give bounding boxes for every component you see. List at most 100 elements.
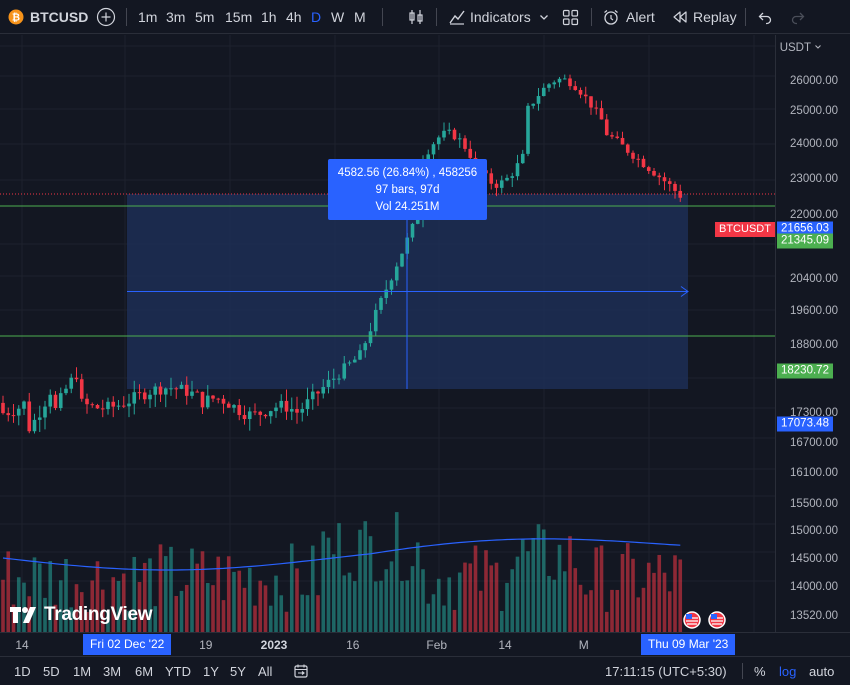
candle-body — [515, 163, 520, 177]
volume-bar — [478, 590, 483, 632]
candles-icon — [409, 10, 423, 24]
indicators-icon — [449, 10, 465, 25]
redo-button[interactable] — [790, 0, 806, 34]
interval-m[interactable]: M — [354, 9, 366, 25]
range-1y[interactable]: 1Y — [203, 663, 219, 679]
volume-bar — [505, 582, 509, 632]
us-flag-icon — [708, 611, 726, 629]
clock-timezone[interactable]: 17:11:15 (UTC+5:30) — [605, 663, 727, 679]
volume-bar — [106, 609, 110, 632]
candle-body — [631, 152, 635, 159]
interval-4h[interactable]: 4h — [286, 9, 302, 25]
volume-bar — [284, 611, 289, 632]
volume-bar — [484, 550, 488, 632]
price-tag: 21656.03 — [777, 221, 833, 237]
candle-body — [64, 388, 68, 394]
candle-body — [326, 379, 331, 388]
volume-bar — [352, 581, 357, 632]
volume-bar — [242, 587, 247, 632]
time-axis[interactable]: 14 19 2023 16 Feb 14 M Fri 02 Dec '22 Thu 09 M… — [0, 632, 850, 656]
range-1d[interactable]: 1D — [14, 663, 31, 679]
interval-1m[interactable]: 1m — [138, 9, 158, 25]
volume-bar — [646, 562, 651, 632]
interval-d[interactable]: D — [311, 9, 322, 25]
volume-bar — [363, 521, 368, 632]
replay-button[interactable]: Replay — [672, 0, 737, 34]
indicators-button[interactable]: Indicators — [448, 0, 531, 34]
candle-body — [58, 393, 63, 408]
bottom-toolbar: 1D 5D 1M 3M 6M YTD 1Y 5Y All 17:11:15 (UTC+5:30)… — [0, 656, 850, 684]
candle-body — [573, 86, 578, 90]
volume-bar — [174, 595, 179, 632]
event-flag-us-2[interactable] — [708, 611, 726, 634]
auto-toggle[interactable]: auto — [809, 663, 835, 679]
measure-volume: Vol 24.251M — [375, 201, 440, 213]
indicators-dropdown[interactable] — [538, 0, 550, 34]
range-5d[interactable]: 5D — [43, 663, 60, 679]
price-label: 19600.00 — [790, 305, 838, 317]
chart-pane[interactable]: 4582.56 (26.84%) , 458256 97 bars, 97d V… — [0, 35, 775, 632]
range-all[interactable]: All — [258, 663, 273, 679]
price-tag: 17073.48 — [777, 416, 833, 432]
candle-body — [342, 363, 347, 379]
interval-15m[interactable]: 15m — [225, 9, 253, 25]
candle-body — [442, 130, 446, 138]
volume-bar — [520, 538, 525, 632]
candle-body — [37, 417, 42, 420]
candle-body — [200, 391, 205, 408]
compare-button[interactable] — [96, 0, 116, 34]
candle-body — [11, 415, 16, 417]
chart-type-button[interactable] — [407, 0, 425, 34]
candle-body — [242, 415, 247, 420]
candle-body — [305, 399, 310, 410]
candle-body — [148, 394, 152, 400]
price-chart[interactable] — [0, 35, 775, 632]
candle-body — [153, 386, 158, 395]
price-tag: 18230.72 — [777, 363, 833, 379]
candle-body — [568, 78, 572, 87]
range-ytd[interactable]: YTD — [165, 663, 191, 679]
candle-body — [352, 359, 357, 363]
chevron-down-icon — [815, 45, 821, 49]
volume-bar — [310, 545, 315, 632]
volume-bar — [552, 579, 557, 632]
candle-body — [247, 411, 252, 420]
candle-body — [358, 350, 362, 360]
interval-w[interactable]: W — [331, 9, 345, 25]
volume-bar — [169, 546, 173, 632]
interval-3m[interactable]: 3m — [166, 9, 186, 25]
range-1m[interactable]: 1M — [73, 663, 92, 679]
tradingview-logo-text: TradingView — [44, 604, 153, 625]
volume-bar — [211, 585, 215, 632]
volume-bar — [599, 545, 604, 632]
percent-toggle[interactable]: % — [754, 663, 766, 679]
candle-body — [520, 153, 525, 164]
undo-button[interactable] — [757, 0, 773, 34]
volume-bar — [557, 544, 562, 632]
price-axis[interactable]: USDT 26000.00 25000.00 24000.00 23000.00 220… — [775, 35, 850, 653]
volume-bar — [226, 556, 231, 632]
volume-bar — [300, 594, 305, 632]
layouts-button[interactable] — [562, 0, 579, 34]
volume-bar — [132, 556, 137, 632]
candle-body — [142, 392, 147, 400]
interval-5m[interactable]: 5m — [195, 9, 215, 25]
candle-body — [27, 401, 32, 432]
tradingview-logo[interactable]: TradingView — [10, 604, 153, 626]
log-toggle[interactable]: log — [779, 663, 797, 679]
alert-button[interactable]: Alert — [602, 0, 655, 34]
range-6m[interactable]: 6M — [135, 663, 154, 679]
candle-body — [85, 398, 89, 405]
range-3m[interactable]: 3M — [103, 663, 122, 679]
date-range-button[interactable] — [293, 657, 309, 685]
currency-selector[interactable]: USDT — [780, 42, 822, 54]
symbol-search[interactable]: ₿ BTCUSD — [8, 0, 88, 34]
volume-bar — [232, 571, 236, 632]
price-label: 15500.00 — [790, 498, 838, 510]
interval-1h[interactable]: 1h — [261, 9, 277, 25]
volume-bar — [253, 605, 257, 632]
toolbar-divider — [745, 8, 746, 26]
candle-body — [510, 176, 515, 178]
range-5y[interactable]: 5Y — [230, 663, 246, 679]
event-flag-us-1[interactable] — [683, 611, 701, 634]
